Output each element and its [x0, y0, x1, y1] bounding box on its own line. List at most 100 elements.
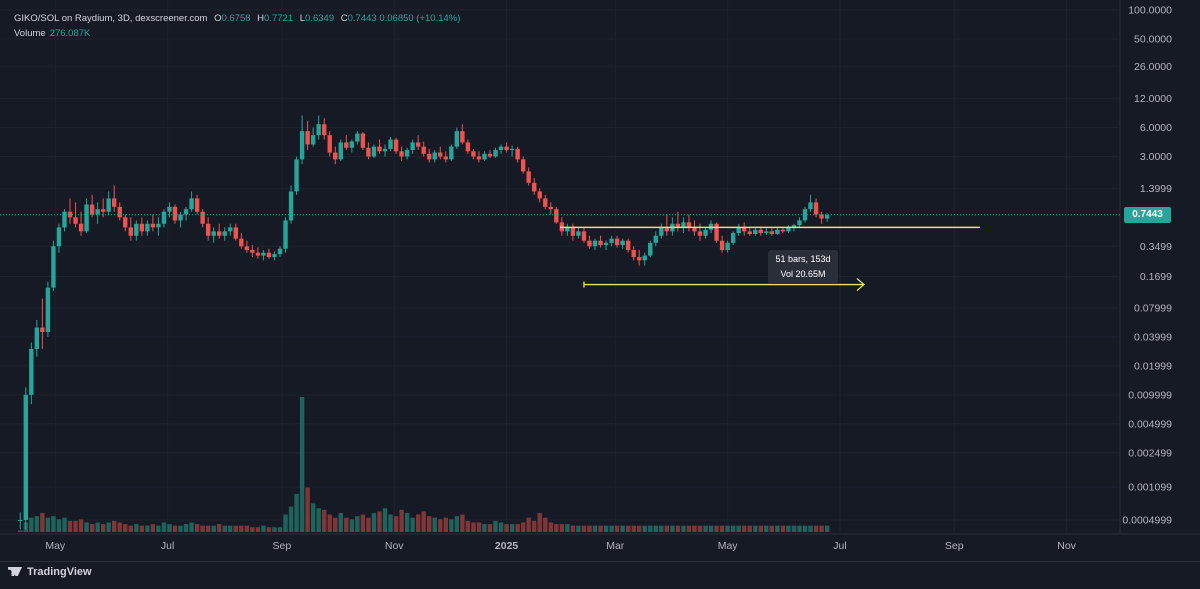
volume-bar [758, 525, 763, 532]
volume-bar [802, 525, 808, 532]
candle-body [592, 240, 598, 247]
volume-bar [18, 530, 23, 532]
time-tick-label: Sep [945, 540, 964, 552]
volume-bar [520, 522, 526, 532]
volume-bar [498, 522, 504, 532]
candle-body [797, 220, 802, 226]
candle-body [598, 240, 603, 246]
candle-body [327, 135, 332, 153]
symbol-label[interactable]: GIKO/SOL on Raydium, 3D, dexscreener.com [14, 13, 208, 24]
candle-body [288, 191, 294, 221]
volume-bar [526, 517, 531, 532]
volume-bar [415, 514, 421, 532]
price-tick-label: 0.1699 [1140, 271, 1172, 283]
candle-body [548, 206, 553, 210]
brand-label: TradingView [27, 566, 92, 578]
volume-bar [73, 520, 78, 532]
volume-bar [725, 525, 730, 532]
candle-body [360, 133, 366, 148]
volume-bar [786, 525, 791, 532]
candle-body [34, 327, 40, 349]
measure-arrow-head [856, 278, 865, 292]
candle-body [543, 198, 548, 207]
time-tick-label: May [718, 540, 739, 552]
volume-bar [681, 525, 686, 532]
candle-body [128, 227, 133, 236]
tradingview-logo-icon [8, 567, 22, 576]
candle-body [570, 227, 576, 236]
candle-body [520, 159, 526, 172]
volume-bar [371, 512, 377, 532]
volume-bar [808, 525, 813, 532]
time-tick-label: Nov [385, 540, 404, 552]
volume-bar [217, 524, 222, 532]
candle-body [526, 171, 531, 183]
candle-body [730, 233, 736, 243]
tradingview-logo[interactable]: TradingView [8, 566, 92, 578]
volume-bar [194, 524, 200, 532]
price-tick-label: 0.001099 [1128, 482, 1172, 494]
candle-body [642, 255, 647, 261]
volume-bar [714, 525, 719, 532]
volume-bar [570, 525, 576, 532]
volume-bar [366, 517, 371, 532]
candle-body [603, 242, 609, 246]
volume-bar [123, 524, 128, 532]
candle-body [427, 153, 432, 160]
volume-bar [471, 522, 476, 532]
time-axis[interactable]: May Jul Sep Nov 2025 Mar May Jul Sep Nov [45, 540, 1076, 552]
volume-bar [349, 519, 355, 532]
volume-bar [310, 503, 316, 532]
candle-body [217, 231, 222, 236]
volume-bar [167, 524, 172, 532]
volume-bar [377, 511, 382, 532]
volume-bar [106, 522, 111, 532]
time-tick-label: May [45, 540, 66, 552]
candle-body [272, 254, 277, 258]
volume-bar [156, 525, 161, 532]
candle-body [150, 223, 156, 228]
volume-bar [631, 525, 636, 532]
volume-bar [554, 524, 559, 532]
volume-bar [664, 525, 670, 532]
chart-legend: GIKO/SOL on Raydium, 3D, dexscreener.com… [14, 13, 460, 24]
volume-bar [565, 524, 570, 532]
volume-bar [178, 525, 183, 532]
volume-bar [183, 524, 189, 532]
candle-body [100, 209, 106, 212]
volume-bar [360, 514, 366, 532]
volume-bar [145, 525, 150, 532]
volume-bar [719, 525, 725, 532]
close-label: C [340, 13, 348, 24]
volume-value: 276.087K [49, 28, 91, 39]
price-axis[interactable]: 100.0000 50.0000 26.0000 12.0000 6.0000 3.000… [1122, 5, 1172, 527]
candle-body [51, 246, 56, 288]
volume-bar [333, 517, 338, 532]
volume-bar [150, 524, 156, 532]
candle-body [487, 153, 493, 157]
candle-body [73, 217, 78, 224]
volume-bar [764, 525, 769, 532]
volume-bar [404, 512, 410, 532]
price-tick-label: 0.3499 [1140, 241, 1172, 253]
candle-body [56, 227, 62, 247]
volume-bar [161, 522, 167, 532]
change-value: 0.06850 (+10.14%) [379, 13, 461, 24]
candle-body [349, 141, 355, 148]
candle-body [697, 231, 703, 236]
time-tick-label: 2025 [495, 540, 519, 552]
candle-body [791, 225, 797, 228]
candle-body [18, 519, 23, 521]
candle-body [29, 348, 34, 395]
candle-body [89, 204, 95, 215]
volume-label[interactable]: Volume [14, 28, 46, 39]
candle-body [139, 223, 145, 232]
low-value: 0.6349 [305, 13, 335, 24]
candle-body [167, 206, 172, 212]
volume-bar [100, 524, 106, 532]
volume-bar [222, 525, 227, 532]
candle-body [45, 287, 51, 332]
candle-body [719, 240, 725, 251]
